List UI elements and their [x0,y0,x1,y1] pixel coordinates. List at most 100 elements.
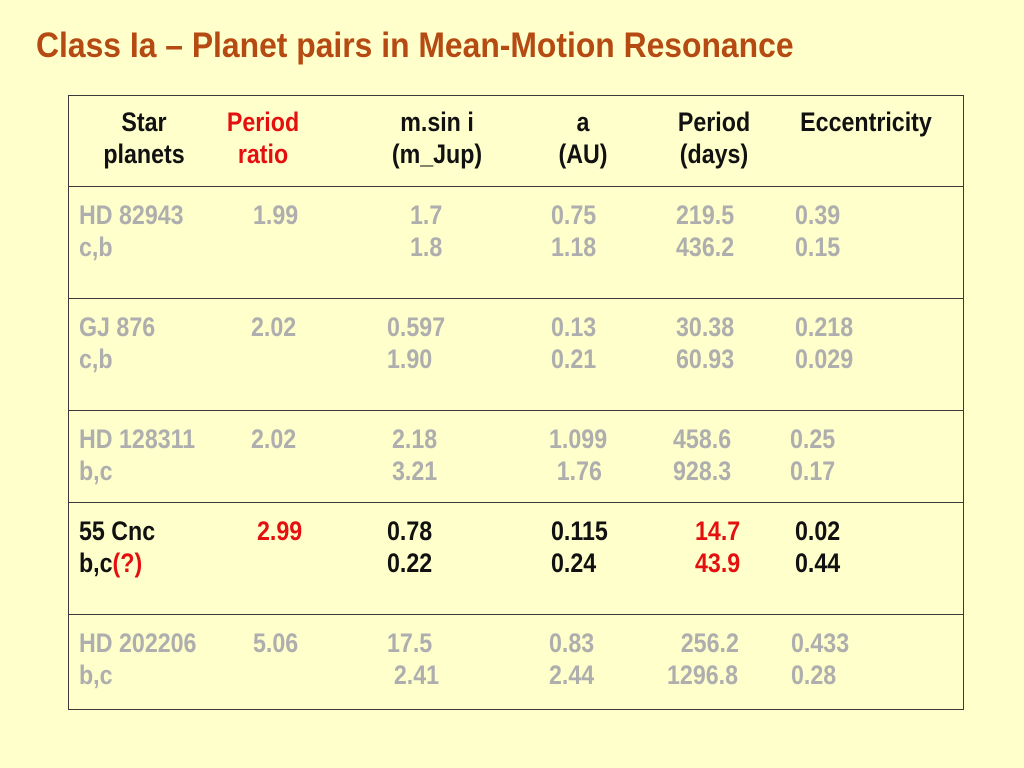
header-period-ratio-line2: ratio [237,139,289,169]
period-1: 219.5 [676,200,735,230]
table-row: HD 202206 b,c 5.06 17.5 2.41 0.83 2.44 2… [69,614,963,710]
msini-1: 0.78 [387,516,433,546]
planets-uncertain-note: (?) [112,548,143,578]
table-row: HD 82943 c,b 1.99 1.7 1.8 0.75 1.18 219.… [69,186,963,299]
ecc-1: 0.218 [795,312,854,342]
period-2: 1296.8 [667,660,739,690]
period-ratio-cell: 1.99 [253,200,299,230]
header-period-ratio-line1: Period [226,107,300,137]
a-1: 1.099 [549,424,608,454]
header-star: Star planets [88,106,200,170]
header-a-line1: a [576,107,590,137]
ecc-1: 0.39 [795,200,841,230]
ecc-cell: 0.39 0.15 [795,199,840,263]
period-2: 43.9 [695,548,741,578]
header-a-line2: (AU) [558,139,608,169]
star-planets: b,c [79,456,113,486]
msini-2: 2.41 [393,660,440,690]
star-planets: b,c(?) [79,547,155,579]
star-name: GJ 876 [79,312,156,342]
star-name: HD 202206 [79,628,197,658]
ecc-1: 0.25 [790,424,836,454]
a-2: 1.76 [556,456,602,486]
header-period-line2: (days) [679,139,749,169]
period-cell: 219.5 436.2 [676,199,734,263]
star-cell: HD 128311 b,c [79,423,195,487]
star-planets: b,c [79,660,113,690]
period-ratio-cell: 5.06 [253,628,299,658]
table-header: Star planets Period ratio m.sin i (m_Jup… [69,96,963,186]
header-period-ratio: Period ratio [217,106,310,170]
star-cell: 55 Cnc b,c(?) [79,515,155,579]
star-name: 55 Cnc [79,516,156,546]
ecc-cell: 0.218 0.029 [795,311,853,375]
slide-title: Class Ia – Planet pairs in Mean-Motion R… [36,26,794,65]
header-period-line1: Period [677,107,751,137]
period-1: 30.38 [676,312,735,342]
star-planets: c,b [79,344,113,374]
header-ecc-line1: Eccentricity [800,107,932,137]
msini-1: 17.5 [387,628,433,658]
a-1: 0.75 [551,200,597,230]
star-cell: HD 82943 c,b [79,199,184,263]
msini-2: 1.90 [387,344,433,374]
star-name: HD 82943 [79,200,184,230]
msini-1: 1.7 [410,200,443,230]
header-msini: m.sin i (m_Jup) [377,106,497,170]
header-period: Period (days) [667,106,762,170]
a-cell: 0.13 0.21 [551,311,596,375]
period-1: 256.2 [680,628,739,658]
header-a: a (AU) [542,106,625,170]
period-cell: 256.2 1296.8 [667,627,739,691]
period-ratio-cell: 2.02 [251,424,297,454]
planets-label: b,c [79,548,113,578]
msini-2: 0.22 [387,548,433,578]
period-2: 436.2 [676,232,735,262]
a-2: 2.44 [549,660,595,690]
period-1: 14.7 [695,516,741,546]
a-2: 1.18 [551,232,597,262]
ecc-cell: 0.433 0.28 [791,627,849,691]
header-star-line1: Star [121,107,167,137]
resonance-table: Star planets Period ratio m.sin i (m_Jup… [68,95,964,710]
a-1: 0.115 [551,516,608,546]
star-planets: c,b [79,232,113,262]
header-msini-line2: (m_Jup) [391,139,483,169]
period-2: 928.3 [673,456,732,486]
period-1: 458.6 [673,424,732,454]
a-2: 0.21 [551,344,597,374]
a-1: 0.13 [551,312,597,342]
msini-2: 1.8 [410,232,443,262]
star-name: HD 128311 [79,424,196,454]
star-cell: GJ 876 c,b [79,311,155,375]
period-ratio-cell: 2.99 [257,516,303,546]
msini-cell: 0.597 1.90 [387,311,445,375]
ecc-2: 0.44 [795,548,841,578]
header-msini-line1: m.sin i [400,107,474,137]
msini-cell: 1.7 1.8 [410,199,442,263]
msini-cell: 17.5 2.41 [387,627,439,691]
period-cell: 14.7 43.9 [695,515,740,579]
period-2: 60.93 [676,344,735,374]
a-cell: 0.115 0.24 [551,515,608,579]
ecc-cell: 0.25 0.17 [790,423,835,487]
a-cell: 0.83 2.44 [549,627,594,691]
table-row: HD 128311 b,c 2.02 2.18 3.21 1.099 1.76 … [69,410,963,503]
period-ratio-cell: 2.02 [251,312,297,342]
ecc-2: 0.28 [791,660,837,690]
msini-1: 2.18 [392,424,438,454]
ecc-cell: 0.02 0.44 [795,515,840,579]
period-cell: 30.38 60.93 [676,311,734,375]
ecc-2: 0.15 [795,232,841,262]
ecc-2: 0.17 [790,456,836,486]
ecc-2: 0.029 [795,344,854,374]
period-cell: 458.6 928.3 [673,423,731,487]
msini-1: 0.597 [387,312,446,342]
star-cell: HD 202206 b,c [79,627,196,691]
ecc-1: 0.02 [795,516,841,546]
table-row: 55 Cnc b,c(?) 2.99 0.78 0.22 0.115 0.24 … [69,502,963,615]
a-2: 0.24 [551,548,597,578]
ecc-1: 0.433 [791,628,850,658]
msini-cell: 2.18 3.21 [392,423,437,487]
a-1: 0.83 [549,628,595,658]
